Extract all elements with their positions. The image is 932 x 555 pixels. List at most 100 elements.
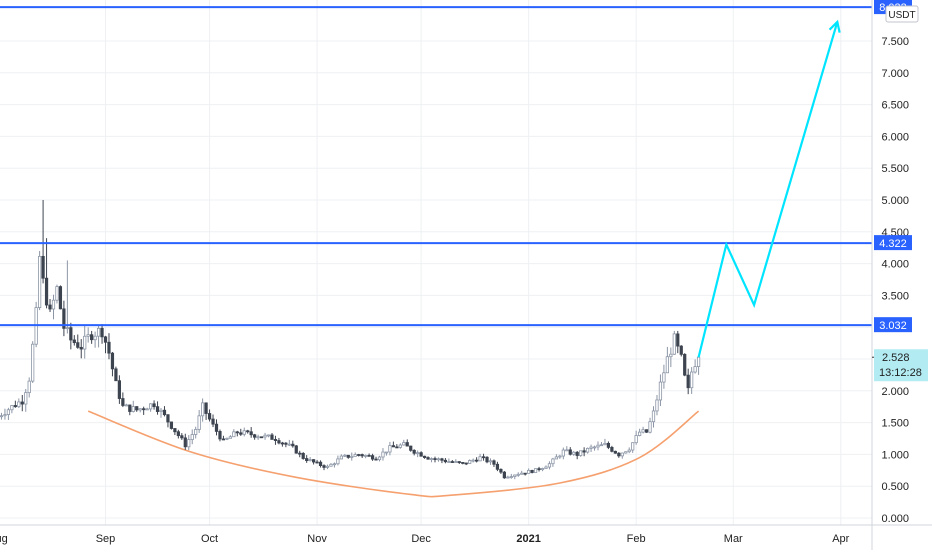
candle-body [242, 430, 246, 435]
candle-body [55, 286, 59, 301]
candle-body [572, 451, 576, 455]
candle [568, 447, 572, 456]
candle [450, 460, 454, 463]
level-label-text: 3.032 [879, 320, 907, 332]
candle [121, 392, 125, 408]
candle-body [93, 335, 97, 341]
candle [103, 335, 108, 354]
candle-body [218, 431, 222, 440]
candle [194, 426, 198, 439]
price-tick-label: 5.500 [881, 163, 909, 175]
candle [357, 453, 361, 457]
candle-body [298, 452, 302, 455]
candle [547, 461, 552, 470]
candle-body [450, 461, 454, 463]
candle-body [246, 430, 250, 433]
candle-body [561, 449, 565, 457]
candle [454, 459, 458, 463]
candle [253, 433, 257, 440]
candle-body [322, 465, 326, 468]
candle-body [575, 451, 579, 456]
candle-body [152, 403, 156, 408]
candle-body [568, 449, 572, 455]
candle [58, 285, 63, 310]
countdown-text: 13:12:28 [879, 367, 922, 379]
currency-tag-text: USDT [888, 10, 915, 21]
candle-body [155, 406, 160, 412]
candle [627, 447, 631, 454]
candle [634, 430, 638, 445]
candle-body [527, 469, 531, 474]
candle [447, 458, 451, 463]
candle-body [523, 472, 527, 475]
candle-body [461, 462, 465, 464]
candle [6, 407, 11, 420]
price-tick-label: 1.500 [881, 418, 909, 430]
candle [86, 327, 90, 343]
price-axis[interactable]: 0.0000.5001.0001.5002.0002.5003.0003.500… [871, 0, 909, 550]
candle [436, 457, 441, 462]
candle [516, 472, 520, 477]
candle [10, 404, 14, 414]
candle-body [76, 342, 80, 348]
candle-body [416, 452, 420, 455]
candle-body [419, 452, 423, 457]
candle-body [183, 437, 187, 448]
candle-body [540, 468, 545, 471]
candle [478, 453, 482, 462]
candle-body [665, 356, 669, 374]
candle [294, 444, 298, 454]
candle-body [121, 398, 125, 406]
candle-body [485, 456, 489, 463]
candle [232, 429, 236, 438]
candle-body [589, 446, 593, 449]
candle-body [86, 334, 90, 337]
candle [44, 238, 49, 309]
candle [672, 330, 676, 355]
candle-body [197, 415, 201, 430]
candle-body [655, 399, 659, 412]
candle-body [58, 286, 63, 310]
candle-body [162, 409, 167, 416]
candle [520, 470, 524, 475]
candle [540, 467, 545, 472]
candle [135, 406, 139, 412]
candle-body [142, 408, 146, 411]
price-tick-label: 5.000 [881, 195, 909, 207]
projection-path [697, 21, 839, 358]
candle [537, 466, 541, 472]
time-tick-label: 2021 [516, 533, 540, 545]
candle [374, 456, 378, 461]
candle-body [65, 327, 69, 330]
candle-body [585, 447, 590, 453]
candle-body [603, 442, 607, 446]
candle [603, 438, 607, 446]
candle [488, 458, 493, 465]
candle-body [405, 442, 409, 447]
candle-body [190, 434, 194, 440]
candle-body [17, 401, 21, 408]
time-axis[interactable]: Aug Sep Oct Nov Dec 2021 Feb Mar Apr [0, 524, 932, 545]
candle-body [10, 405, 14, 411]
candle [145, 407, 149, 411]
price-tick-label: 4.000 [881, 259, 909, 271]
candle-body [48, 304, 52, 310]
candle [325, 464, 330, 470]
candle-body [464, 462, 468, 465]
candle [676, 330, 680, 354]
candle [124, 403, 128, 407]
candle [370, 453, 375, 461]
level-label-text: 4.322 [879, 238, 907, 250]
candle-body [651, 410, 656, 423]
candle [433, 456, 437, 463]
candle [499, 468, 503, 474]
candle-body [551, 458, 555, 465]
candle-body [412, 449, 416, 454]
candle-body [617, 452, 621, 457]
candle-body [273, 439, 278, 441]
candle-body [422, 455, 427, 458]
candle [259, 436, 264, 439]
candle [128, 404, 132, 416]
currency-tag-box [885, 5, 919, 23]
